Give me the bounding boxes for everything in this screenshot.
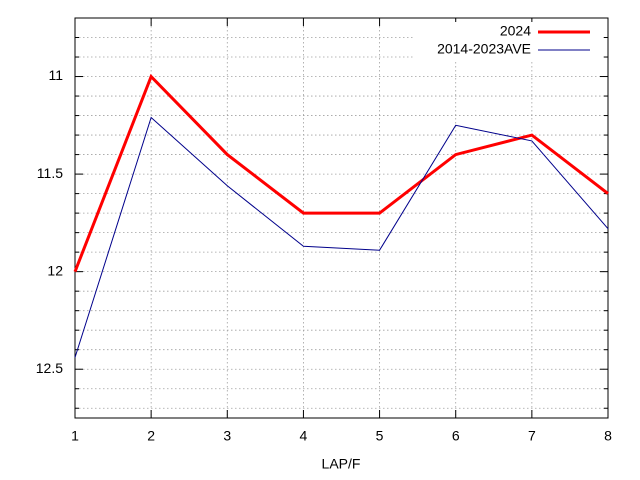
x-tick-label: 5	[376, 428, 384, 444]
x-axis-label: LAP/F	[322, 456, 361, 472]
legend-box	[415, 22, 603, 60]
plot-frame	[74, 17, 609, 419]
y-tick-label: 12.5	[36, 360, 63, 376]
x-tick-label: 6	[452, 428, 460, 444]
x-tick-label: 8	[604, 428, 612, 444]
x-tick-label: 3	[223, 428, 231, 444]
series-line	[74, 116, 609, 358]
x-tick-label: 4	[300, 428, 308, 444]
legend-label: 2014-2023AVE	[437, 41, 531, 57]
y-tick-label: 11	[48, 67, 63, 83]
y-tick-label: 12	[47, 262, 63, 278]
x-tick-label: 1	[71, 428, 79, 444]
legend-label: 2024	[500, 23, 531, 39]
y-tick-label: 11.5	[37, 165, 63, 181]
x-tick-label: 7	[528, 428, 536, 444]
x-tick-label: 2	[147, 428, 155, 444]
